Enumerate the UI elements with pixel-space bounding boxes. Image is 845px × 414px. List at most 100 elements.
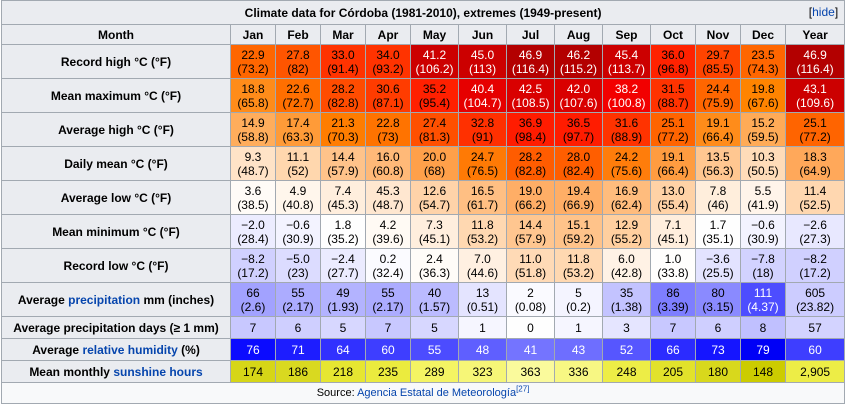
month-col-header: Mar	[320, 24, 366, 45]
month-col-header: Sep	[602, 24, 651, 45]
value-cell: 13 (0.51)	[458, 282, 507, 317]
value-cell: 22.9 (73.2)	[230, 44, 276, 79]
cell-value: 22.8	[376, 115, 400, 130]
cell-value: 49	[336, 285, 350, 300]
cell-value: 79	[756, 342, 770, 357]
cell-subvalue: (113.7)	[607, 61, 646, 76]
data-row: Daily mean °C (°F) 9.3 (48.7) 11.1 (52) 14.4(…	[1, 146, 845, 181]
cell-subvalue: (68)	[423, 163, 446, 178]
cell-value: 14.4	[331, 149, 355, 164]
value-cell: −2.4 (27.7)	[320, 248, 366, 283]
value-cell: 43.1 (109.6)	[784, 78, 845, 113]
row-label-text: Average	[32, 342, 83, 357]
cell-value: 4.2	[379, 217, 397, 232]
source-link[interactable]: Agencia Estatal de Meteorología	[357, 387, 517, 399]
data-row: Average high °C (°F) 14.9 (58.8) 17.4 (63.3)…	[1, 112, 845, 147]
cell-subvalue: (32.4)	[372, 265, 404, 280]
cell-value: 3	[623, 320, 630, 335]
cell-subvalue: (36.3)	[418, 265, 451, 280]
value-cell: 289	[410, 360, 459, 383]
row-label-link[interactable]: relative humidity	[82, 342, 178, 357]
cell-subvalue: (44.6)	[466, 265, 499, 280]
month-col-header: Aug	[554, 24, 603, 45]
value-cell: 21.3 (70.3)	[320, 112, 366, 147]
row-label-link[interactable]: sunshine hours	[113, 364, 203, 379]
cell-value: 13.5	[706, 149, 730, 164]
cell-subvalue: (40.8)	[282, 197, 314, 212]
cell-subvalue: (27.3)	[799, 231, 831, 246]
cell-subvalue: (50.5)	[747, 163, 779, 178]
cell-value: 42.5	[518, 81, 543, 96]
cell-value: 18.8	[241, 81, 265, 96]
row-label: Average relative humidity (%)	[1, 338, 231, 361]
value-cell: 55	[410, 338, 459, 361]
month-col-header: Jun	[458, 24, 507, 45]
value-cell: 48	[458, 338, 507, 361]
header-row: Month Jan Feb Mar Apr May Jun Jul Aug Sep Oct Nov D…	[1, 24, 845, 45]
cell-value: 9.3	[244, 149, 262, 164]
cell-value: 24.4	[706, 81, 730, 96]
value-cell: 27.8 (82)	[275, 44, 321, 79]
cell-subvalue: (81.3)	[418, 129, 451, 144]
value-cell: 18.3 (64.9)	[784, 146, 845, 181]
value-cell: 19.1 (66.4)	[695, 112, 741, 147]
source-reference[interactable]: [27]	[516, 384, 530, 394]
hide-link[interactable]: hide	[812, 5, 835, 19]
cell-value: 33.0	[331, 47, 355, 62]
cell-subvalue: (30.9)	[282, 231, 314, 246]
cell-value: 32.8	[470, 115, 495, 130]
cell-subvalue: (77.2)	[657, 129, 689, 144]
source-prefix: Source:	[316, 387, 358, 399]
value-cell: 18.8 (65.8)	[230, 78, 276, 113]
cell-subvalue: (1.57)	[418, 299, 451, 314]
row-label-link[interactable]: precipitation	[68, 292, 141, 307]
data-row: Average precipitation days (≥ 1 mm) 7 6 5 7 5…	[1, 316, 845, 339]
value-cell: 41	[506, 338, 555, 361]
value-cell: 5	[410, 316, 459, 339]
cell-subvalue: (77.2)	[799, 129, 831, 144]
cell-value: 16.0	[376, 149, 400, 164]
cell-subvalue: (53.2)	[466, 231, 499, 246]
value-cell: 7.1 (45.1)	[650, 214, 696, 249]
cell-subvalue: (3.39)	[657, 299, 689, 314]
month-col-header: Oct	[650, 24, 696, 45]
cell-subvalue: (39.6)	[372, 231, 404, 246]
cell-value: 41	[523, 342, 538, 357]
value-cell: 24.7 (76.5)	[458, 146, 507, 181]
cell-subvalue: (66.2)	[514, 197, 547, 212]
cell-subvalue: (35.1)	[702, 231, 734, 246]
cell-subvalue: (59.2)	[562, 231, 595, 246]
cell-value: 48	[475, 342, 490, 357]
cell-value: 7.8	[709, 183, 727, 198]
cell-value: 111	[753, 285, 773, 300]
cell-value: 24.7	[470, 149, 495, 164]
cell-value: 42.0	[566, 81, 591, 96]
cell-value: 1	[575, 320, 582, 335]
cell-value: 289	[424, 364, 445, 379]
cell-subvalue: (98.4)	[514, 129, 547, 144]
value-cell: 28.0 (82.4)	[554, 146, 603, 181]
cell-subvalue: (57.9)	[327, 163, 359, 178]
value-cell: 15.2 (59.5)	[740, 112, 786, 147]
cell-value: −2.4	[331, 251, 355, 266]
value-cell: 66 (2.6)	[230, 282, 276, 317]
cell-subvalue: (63.3)	[282, 129, 314, 144]
cell-value: 66	[246, 285, 260, 300]
value-cell: 1	[458, 316, 507, 339]
cell-subvalue: (55.4)	[657, 197, 689, 212]
value-cell: 55 (2.17)	[365, 282, 411, 317]
value-cell: 5	[320, 316, 366, 339]
value-cell: 22.6 (72.7)	[275, 78, 321, 113]
cell-value: −0.6	[751, 217, 775, 232]
cell-subvalue: (75.6)	[610, 163, 643, 178]
hide-toggle[interactable]: [hide]	[808, 5, 839, 19]
cell-value: 40	[427, 285, 442, 300]
cell-value: 35	[619, 285, 634, 300]
value-cell: 28.2 (82.8)	[506, 146, 555, 181]
value-cell: 13.0 (55.4)	[650, 180, 696, 215]
value-cell: 36.9 (98.4)	[506, 112, 555, 147]
value-cell: 7	[650, 316, 696, 339]
cell-value: 7	[669, 320, 677, 335]
row-label: Average precipitation days (≥ 1 mm)	[1, 316, 231, 339]
value-cell: 205	[650, 360, 696, 383]
